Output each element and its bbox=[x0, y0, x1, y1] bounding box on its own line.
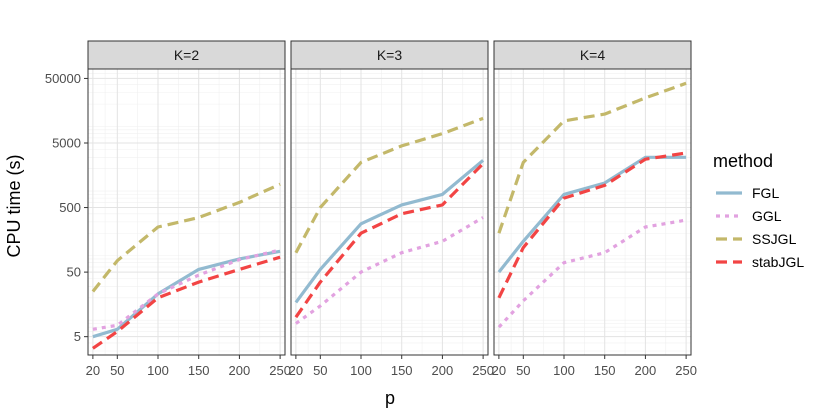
legend: method FGL GGL SSJGL stabJGL bbox=[713, 151, 804, 270]
y-tick-label: 500 bbox=[59, 200, 81, 215]
x-tick-label: 250 bbox=[269, 363, 291, 378]
legend-item-ggl: GGL bbox=[716, 208, 782, 224]
y-tick-label: 5 bbox=[74, 329, 81, 344]
x-tick-label: 20 bbox=[289, 363, 303, 378]
series-line-stabjgl-k3 bbox=[294, 162, 485, 319]
panel-background bbox=[88, 69, 285, 355]
facet-panel-k2: K=2 20 50 100 150 200 250 bbox=[86, 40, 291, 378]
x-tick-label: 250 bbox=[675, 363, 697, 378]
x-tick-label: 250 bbox=[472, 363, 494, 378]
panel-border bbox=[87, 68, 286, 356]
x-tick-label: 100 bbox=[350, 363, 372, 378]
series-line-stabjgl-k2 bbox=[91, 255, 281, 350]
facet-strip-label: K=3 bbox=[377, 47, 403, 63]
legend-label: SSJGL bbox=[752, 231, 797, 247]
facet-strip bbox=[290, 40, 489, 70]
y-axis-title: CPU time (s) bbox=[4, 155, 24, 258]
x-tick-label: 20 bbox=[492, 363, 506, 378]
x-tick-label: 100 bbox=[553, 363, 575, 378]
panel-border bbox=[493, 68, 692, 356]
y-tick-label: 50000 bbox=[45, 71, 81, 86]
series-line-ssjgl-k3 bbox=[294, 116, 484, 254]
facet-strip-label: K=4 bbox=[580, 47, 606, 63]
series-line-ssjgl-k4 bbox=[497, 81, 687, 234]
x-tick-label: 150 bbox=[594, 363, 616, 378]
series-line-fgl-k4 bbox=[497, 155, 687, 274]
series-line-ggl-k2 bbox=[92, 248, 281, 331]
facet-panel-k3: K=3 20 50 100 150 200 250 bbox=[289, 40, 494, 378]
legend-item-ssjgl: SSJGL bbox=[716, 231, 797, 247]
y-tick-label: 5000 bbox=[52, 135, 81, 150]
legend-item-fgl: FGL bbox=[716, 185, 779, 201]
x-tick-label: 150 bbox=[391, 363, 413, 378]
legend-items: FGL GGL SSJGL stabJGL bbox=[716, 185, 804, 270]
x-tick-label: 50 bbox=[313, 363, 327, 378]
x-tick-label: 150 bbox=[188, 363, 210, 378]
legend-title: method bbox=[713, 151, 773, 171]
x-tick-label: 50 bbox=[110, 363, 124, 378]
series-line-stabjgl-k4 bbox=[497, 151, 687, 299]
legend-item-stabjgl: stabJGL bbox=[716, 254, 804, 270]
series-line-ggl-k4 bbox=[497, 218, 687, 329]
x-axis-title: p bbox=[385, 388, 395, 408]
y-axis: 5 50 500 5000 50000 bbox=[45, 71, 88, 344]
x-tick-label: 50 bbox=[516, 363, 530, 378]
x-tick-label: 100 bbox=[147, 363, 169, 378]
facet-panel-k4: K=4 20 50 100 150 200 250 bbox=[492, 40, 697, 378]
legend-label: stabJGL bbox=[752, 254, 804, 270]
x-tick-label: 200 bbox=[432, 363, 454, 378]
x-tick-label: 200 bbox=[229, 363, 251, 378]
legend-label: GGL bbox=[752, 208, 782, 224]
facet-strip-label: K=2 bbox=[174, 47, 200, 63]
series-line-fgl-k3 bbox=[294, 159, 485, 304]
x-tick-label: 20 bbox=[86, 363, 100, 378]
facet-strip bbox=[87, 40, 286, 70]
x-tick-label: 200 bbox=[635, 363, 657, 378]
legend-label: FGL bbox=[752, 185, 779, 201]
y-tick-label: 50 bbox=[67, 265, 81, 280]
panel-border bbox=[290, 68, 489, 356]
